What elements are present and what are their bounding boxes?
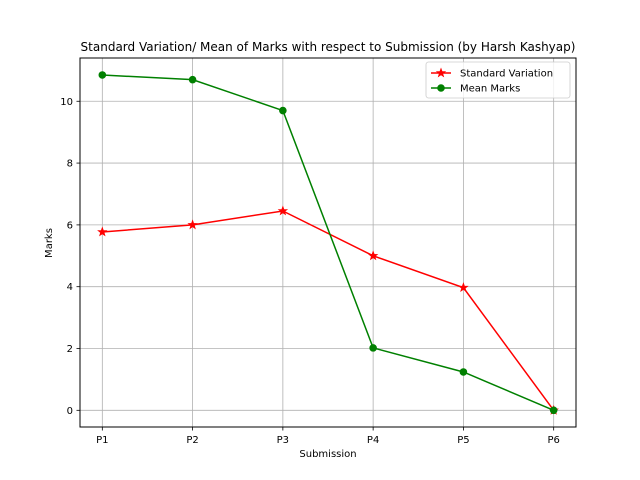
chart-title: Standard Variation/ Mean of Marks with r… [81,40,576,54]
x-axis-label: Submission [299,449,356,460]
y-axis-label: Marks [44,228,55,258]
y-tick-label: 2 [67,344,73,355]
x-tick-label: P6 [547,435,559,446]
series-mean-marks [98,71,558,415]
y-tick-label: 6 [67,220,73,231]
series-layer [97,71,559,415]
y-tick-label: 0 [67,406,73,417]
grid [80,58,576,427]
x-tick-label: P4 [367,435,379,446]
data-point-mean-marks [98,71,107,79]
data-point-mean-marks [279,106,287,115]
data-point-standard-variation [458,282,469,293]
data-point-standard-variation [187,219,198,230]
legend-box [425,61,571,99]
data-point-standard-variation [367,250,379,261]
data-point-standard-variation [97,226,108,237]
x-tick-label: P5 [457,435,469,446]
legend-item-standard-variation: Standard Variation [431,67,553,80]
legend-marker-circle-icon [437,84,445,92]
legend-item-mean-marks: Mean Marks [431,84,520,95]
x-tick-label: P2 [186,435,198,446]
legend-label: Standard Variation [460,69,553,80]
legend-marker-star-icon [435,67,447,78]
axis-ticks: P1 P2 P3 P4 P5 P6 0 2 4 6 8 10 [60,97,560,446]
legend-label: Mean Marks [460,84,520,95]
x-tick-label: P3 [277,435,289,446]
y-tick-label: 10 [60,97,73,108]
y-tick-label: 8 [67,159,73,170]
series-line-standard-variation [102,210,555,411]
data-point-mean-marks [549,406,558,415]
data-point-mean-marks [369,344,377,352]
data-point-mean-marks [188,75,197,84]
data-point-standard-variation [277,205,289,216]
plot-frame [79,57,577,428]
data-point-mean-marks [459,368,468,376]
x-tick-label: P1 [96,435,108,446]
y-tick-label: 4 [67,282,73,293]
series-line-mean-marks [102,74,554,412]
legend: Standard Variation Mean Marks [425,61,571,99]
